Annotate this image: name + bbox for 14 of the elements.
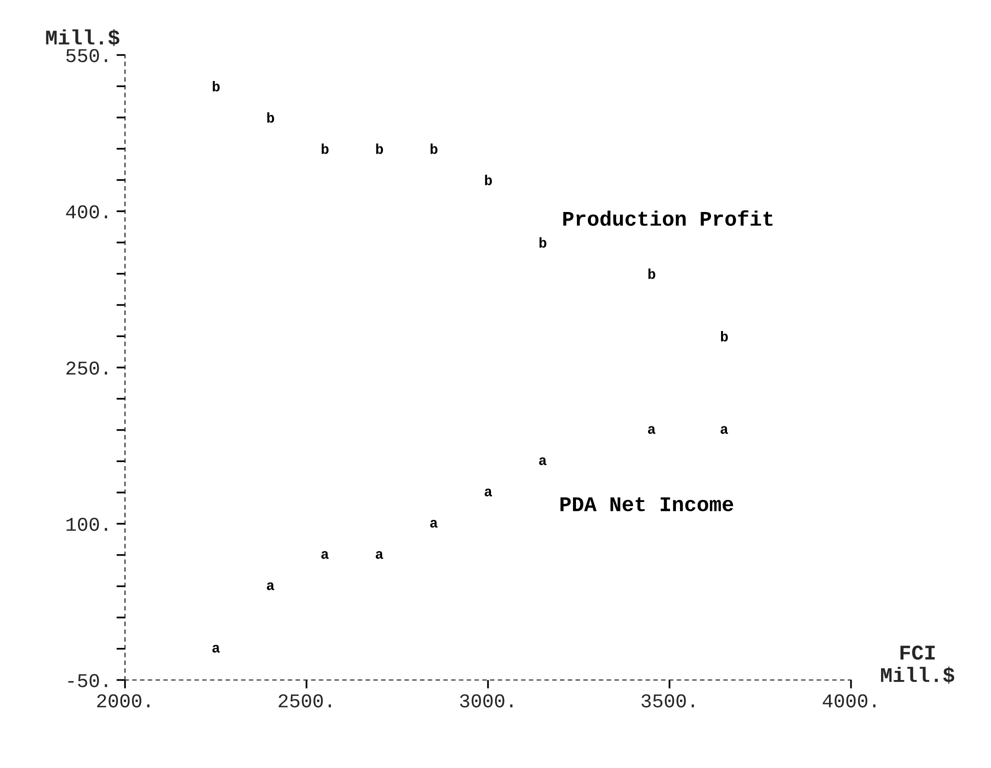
x-axis-title: FCI Mill.$ bbox=[881, 646, 954, 684]
y-tick-label: 100. bbox=[66, 518, 108, 531]
x-tick-label: 3500. bbox=[642, 694, 694, 708]
y-axis-title: Mill.$ bbox=[46, 29, 120, 46]
y-tick-label: 550. bbox=[66, 49, 108, 62]
x-tick-label: 4000. bbox=[822, 694, 876, 708]
y-tick-label: -50. bbox=[68, 674, 108, 688]
x-tick-label: 3000. bbox=[460, 694, 512, 708]
series-label: PDA Net Income bbox=[560, 497, 734, 512]
y-tick-label: 250. bbox=[66, 362, 108, 375]
series-label: Production Profit bbox=[563, 210, 772, 226]
x-tick-label: 2000. bbox=[97, 694, 150, 708]
y-tick-label: 400. bbox=[66, 205, 108, 218]
x-tick-label: 2500. bbox=[278, 694, 331, 708]
